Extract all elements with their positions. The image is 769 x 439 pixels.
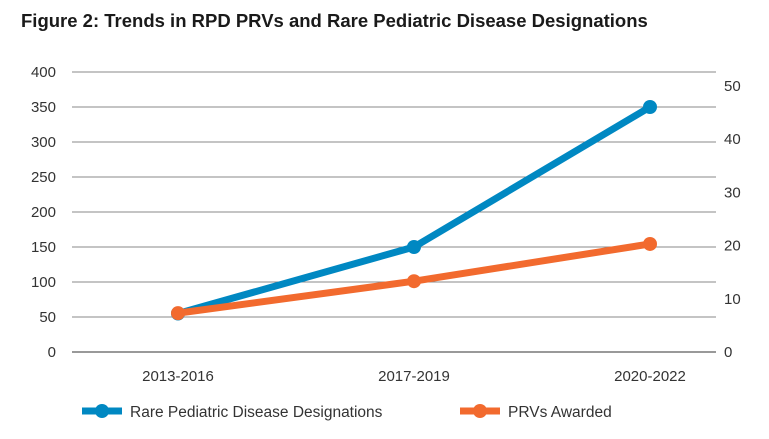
y-right-tick-label: 50: [724, 78, 741, 95]
legend-label: Rare Pediatric Disease Designations: [130, 404, 383, 421]
data-point: [407, 274, 421, 289]
legend-marker: [95, 404, 109, 418]
x-tick-label: 2017-2019: [378, 368, 450, 385]
data-point: [643, 100, 657, 114]
y-right-tick-label: 20: [724, 238, 741, 255]
y-right-tick-label: 30: [724, 184, 741, 201]
data-point: [407, 240, 421, 254]
y-right-tick-label: 0: [724, 344, 732, 361]
legend-marker: [473, 404, 487, 418]
y-left-tick-label: 200: [31, 204, 56, 221]
legend-label: PRVs Awarded: [508, 404, 612, 421]
data-point: [171, 306, 185, 321]
y-left-tick-label: 350: [31, 99, 56, 116]
y-left-tick-label: 0: [48, 344, 56, 361]
y-left-tick-label: 100: [31, 274, 56, 291]
chart-title: Figure 2: Trends in RPD PRVs and Rare Pe…: [21, 10, 648, 31]
x-tick-label: 2020-2022: [614, 368, 686, 385]
y-right-tick-label: 40: [724, 131, 741, 148]
data-point: [643, 236, 657, 251]
y-left-tick-label: 150: [31, 239, 56, 256]
y-left-tick-label: 400: [31, 64, 56, 81]
y-left-tick-label: 50: [39, 309, 56, 326]
y-left-tick-label: 250: [31, 169, 56, 186]
y-left-tick-label: 300: [31, 134, 56, 151]
y-right-tick-label: 10: [724, 291, 741, 308]
x-tick-label: 2013-2016: [142, 368, 214, 385]
